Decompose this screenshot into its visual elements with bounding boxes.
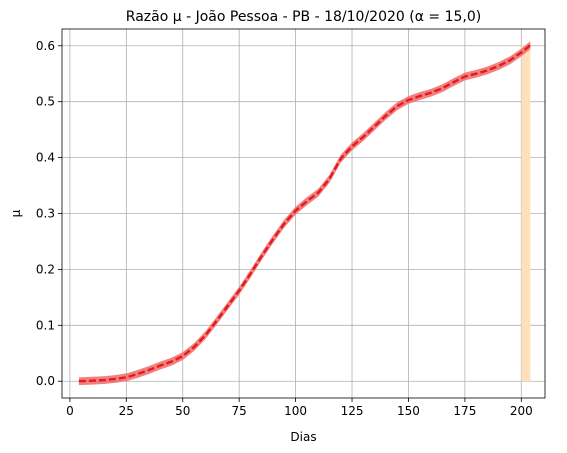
x-tick-label: 125 <box>341 404 364 418</box>
series-line <box>78 44 532 383</box>
y-tick-label: 0.1 <box>36 318 55 332</box>
x-tick-label: 200 <box>510 404 533 418</box>
highlight-band <box>521 45 531 382</box>
y-tick-label: 0.4 <box>36 151 55 165</box>
x-tick-label: 150 <box>397 404 420 418</box>
grid <box>62 29 545 398</box>
y-tick-label: 0.0 <box>36 374 55 388</box>
y-tick-label: 0.2 <box>36 262 55 276</box>
x-tick-label: 25 <box>119 404 134 418</box>
y-tick-label: 0.3 <box>36 207 55 221</box>
chart-title: Razão μ - João Pessoa - PB - 18/10/2020 … <box>126 9 481 25</box>
axis-ticks: 0 25 50 75 100 125 150 175 200 0.0 0.1 0.2 0.3 0.4 0.5… <box>36 39 533 418</box>
y-axis-label: μ <box>9 209 23 217</box>
x-tick-label: 100 <box>284 404 307 418</box>
y-tick-label: 0.6 <box>36 39 55 53</box>
x-tick-label: 175 <box>453 404 476 418</box>
highlight-band-layer <box>521 45 531 382</box>
x-axis-label: Dias <box>290 430 316 444</box>
y-tick-label: 0.5 <box>36 95 55 109</box>
x-tick-label: 0 <box>66 404 74 418</box>
x-tick-label: 50 <box>175 404 190 418</box>
x-tick-label: 75 <box>232 404 247 418</box>
series-layer <box>78 41 532 386</box>
